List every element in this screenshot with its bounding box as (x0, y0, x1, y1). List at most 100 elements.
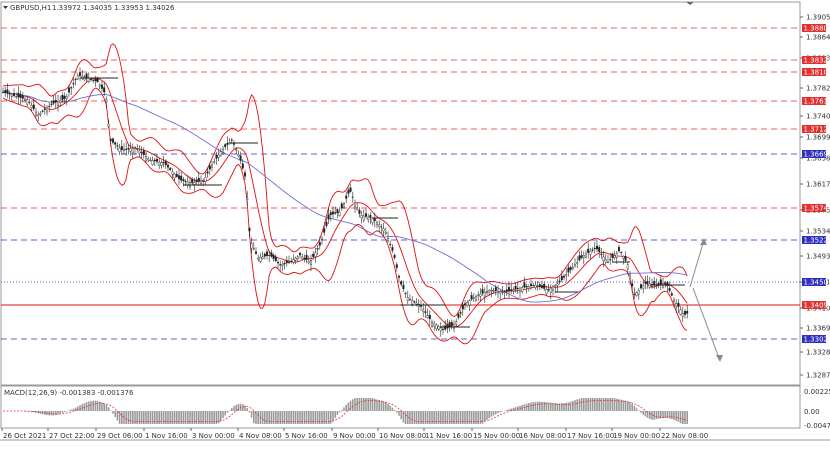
candle (532, 282, 535, 287)
candle (118, 143, 121, 156)
candle (155, 153, 158, 165)
candle (343, 202, 346, 209)
macd-bar (255, 411, 257, 424)
macd-bar (244, 405, 246, 411)
candle (371, 217, 374, 226)
candle (516, 281, 519, 294)
candle (237, 150, 240, 158)
macd-bar (448, 411, 451, 424)
candle (100, 81, 103, 92)
candle (514, 282, 517, 293)
macd-bar (398, 411, 400, 416)
macd-bar (332, 411, 334, 421)
macd-bar (402, 411, 405, 423)
macd-bar (321, 411, 323, 424)
ohlc-readout: 1.33972 1.34035 1.33953 1.34026 (52, 4, 175, 12)
candle (384, 227, 387, 236)
macd-bar (275, 411, 277, 424)
macd-bar (466, 411, 468, 424)
candle (582, 251, 585, 265)
macd-bar (532, 402, 534, 411)
macd-bar (39, 411, 42, 414)
macd-bar (481, 411, 484, 424)
level-price-labels: 1.38807 1.38329 1.38109 1.37617 1.37121 1.366… (802, 24, 830, 344)
candle (558, 276, 561, 285)
candle (206, 167, 209, 178)
candle (541, 280, 544, 290)
macd-bar (182, 411, 185, 424)
candle (257, 254, 260, 262)
macd-bar (44, 411, 46, 415)
macd-bar (682, 411, 684, 424)
macd-bar (435, 411, 438, 424)
macd-bar (121, 411, 123, 424)
moving-average-line (2, 91, 688, 303)
price-tick-label: 1.36995 (806, 134, 830, 142)
macd-bar (563, 403, 565, 411)
candle (464, 300, 467, 310)
candle (527, 284, 530, 292)
candle (301, 253, 304, 260)
macd-bar (360, 398, 363, 411)
collapse-arrow-icon[interactable] (3, 6, 8, 9)
macd-bar (358, 398, 361, 411)
candle (400, 280, 403, 287)
candle (39, 111, 42, 117)
candle (378, 220, 381, 233)
macd-bar (101, 402, 103, 411)
macd-bar (576, 399, 578, 411)
candle (166, 161, 169, 172)
macd-panel[interactable] (0, 385, 801, 429)
candle (622, 255, 625, 265)
macd-bar (686, 411, 688, 424)
macd-tick-zero: 0.00 (804, 408, 820, 416)
candle (437, 324, 440, 331)
macd-bar (431, 411, 433, 424)
candle (409, 294, 412, 302)
candle (266, 249, 269, 260)
candle (162, 155, 165, 168)
macd-bar (389, 405, 391, 411)
candle (365, 208, 368, 220)
macd-bar (165, 411, 167, 424)
candle (648, 277, 651, 290)
candle (54, 94, 57, 109)
candle (283, 260, 286, 270)
macd-bar (261, 411, 264, 424)
macd-bar (279, 411, 281, 424)
candle (468, 299, 471, 311)
candle (149, 157, 152, 162)
macd-bar (70, 409, 72, 411)
price-tick-label: 1.34930 (806, 253, 830, 261)
candle (274, 254, 277, 263)
candle (508, 281, 511, 298)
macd-bar (209, 411, 211, 424)
candle (461, 302, 464, 316)
macd-bar (376, 399, 378, 411)
macd-bar (195, 411, 198, 424)
candle (444, 320, 447, 332)
macd-bar (215, 411, 218, 424)
candle (354, 199, 357, 213)
candle (580, 250, 583, 260)
candle (103, 82, 106, 96)
candle (402, 280, 405, 292)
price-panel[interactable] (0, 1, 801, 386)
projection-arrows[interactable] (689, 238, 723, 362)
macd-bar (125, 411, 127, 424)
macd-bar (46, 411, 48, 416)
candle (587, 242, 590, 259)
candle (210, 160, 213, 172)
candle (312, 251, 315, 260)
candle (406, 290, 409, 305)
macd-bar (272, 411, 275, 424)
macd-bar (363, 398, 365, 411)
macd-bar (116, 411, 119, 421)
time-tick-label: 1 Nov 16:00 (145, 432, 188, 440)
chart-shift-marker-icon[interactable] (686, 2, 694, 5)
macd-bar (266, 411, 268, 424)
candle (129, 142, 132, 156)
macd-bar (642, 411, 644, 415)
macd-bar (660, 411, 662, 419)
